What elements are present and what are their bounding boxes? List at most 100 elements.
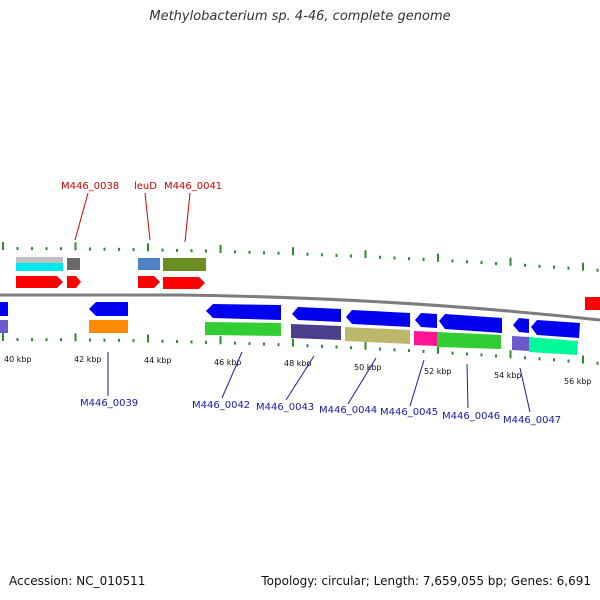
tick-minor [161,339,164,343]
tick-minor [408,349,410,353]
scale-label-44: 44 kbp [144,356,172,365]
scale-label-42: 42 kbp [74,355,102,364]
tick-minor [596,361,599,365]
gene-label-m446-0047[interactable]: M446_0047 [503,415,561,426]
tick-minor [335,253,338,257]
tick-minor [393,256,396,260]
tick-minor [103,247,106,251]
feature-m446-0038[interactable] [16,276,63,288]
feature-m446-0046-cog[interactable] [437,332,501,349]
leader-lines-forward [74,192,191,243]
tick-major [292,247,294,256]
feature-left-edge[interactable] [0,302,8,316]
tick-minor [567,359,570,363]
gene-labels-forward: M446_0038 leuD M446_0041 [61,181,222,192]
tick-minor [567,266,570,270]
feature-m446-0047a-cog[interactable] [512,336,529,351]
inner-tick-row [2,333,599,365]
gene-label-m446-0046[interactable]: M446_0046 [442,411,500,422]
feature-m446-0046[interactable] [439,314,502,333]
tick-minor [234,341,236,345]
tick-minor [422,349,425,353]
tick-minor [379,255,381,259]
feature-m446-0038b[interactable] [67,276,81,288]
tick-minor [45,247,48,251]
feature-m446-0047-cog[interactable] [529,337,578,355]
feature-m446-0039-cog[interactable] [89,320,128,333]
tick-minor [277,251,280,255]
feature-m446-0043-cog[interactable] [291,324,341,340]
tick-minor [480,261,483,265]
tick-major [147,243,149,252]
tick-minor [118,247,120,251]
gene-label-m446-0041[interactable]: M446_0041 [164,181,222,192]
feature-m446-0047a[interactable] [513,318,529,333]
feature-m446-0043[interactable] [292,307,341,322]
gene-label-m446-0038[interactable]: M446_0038 [61,181,119,192]
gene-label-m446-0043[interactable]: M446_0043 [256,402,314,413]
feature-m446-0038b-cog[interactable] [67,258,80,270]
tick-minor [451,259,454,263]
tick-minor [103,338,106,342]
scale-label-48: 48 kbp [284,359,312,368]
tick-minor [118,338,120,342]
scale-labels: 40 kbp 42 kbp 44 kbp 46 kbp 48 kbp 50 kb… [4,355,592,386]
feature-left-edge-cog[interactable] [0,320,8,333]
tick-minor [176,248,178,252]
tick-minor [132,339,135,343]
gene-label-m446-0039[interactable]: M446_0039 [80,398,138,409]
scale-label-50: 50 kbp [354,363,382,372]
gene-label-m446-0042[interactable]: M446_0042 [192,400,250,411]
tick-minor [306,344,309,348]
tick-minor [248,342,251,346]
feature-m446-0041[interactable] [163,277,205,289]
feature-m446-0039[interactable] [89,302,128,316]
feature-m446-0045-cog[interactable] [414,331,437,346]
feature-m446-0038-cog2[interactable] [16,263,63,271]
tick-minor [31,338,33,342]
feature-m446-0042-cog[interactable] [205,322,281,336]
gene-label-m446-0045[interactable]: M446_0045 [380,407,438,418]
reverse-features [0,302,580,355]
tick-minor [190,340,193,344]
leader-lines-reverse [107,351,531,413]
tick-minor [524,356,526,360]
feature-leud[interactable] [138,276,160,288]
scale-label-46: 46 kbp [214,358,242,367]
feature-m446-0042[interactable] [206,304,281,320]
tick-minor [321,344,323,348]
tick-minor [538,264,541,268]
feature-leud-cog[interactable] [138,258,160,270]
map-title: Methylobacterium sp. 4-46, complete geno… [149,9,451,24]
feature-m446-0041-cog[interactable] [163,258,206,271]
tick-minor [350,346,352,350]
tick-minor [176,340,178,344]
genome-backbone [0,293,600,322]
tick-major [74,333,77,342]
tick-major [147,334,149,343]
feature-m446-0045[interactable] [415,313,437,328]
feature-far-right[interactable] [585,297,600,310]
tick-minor [538,357,541,361]
forward-features [16,257,600,310]
feature-m446-0038-cog[interactable] [16,257,63,263]
tick-minor [553,358,555,362]
gene-label-m446-0044[interactable]: M446_0044 [319,405,377,416]
tick-minor [495,354,497,358]
tick-minor [16,247,19,251]
tick-major [2,242,4,251]
gene-label-leud[interactable]: leuD [134,181,157,192]
feature-m446-0044-cog[interactable] [345,327,410,344]
tick-minor [205,340,207,344]
tick-minor [393,348,396,352]
outer-tick-row [2,242,599,272]
tick-minor [190,249,193,253]
tick-minor [45,338,48,342]
tick-minor [263,251,265,255]
feature-m446-0044[interactable] [346,310,410,327]
genome-summary-text: Topology: circular; Length: 7,659,055 bp… [261,574,591,588]
tick-minor [89,338,91,342]
tick-minor [277,343,280,347]
feature-m446-0047[interactable] [531,320,580,338]
